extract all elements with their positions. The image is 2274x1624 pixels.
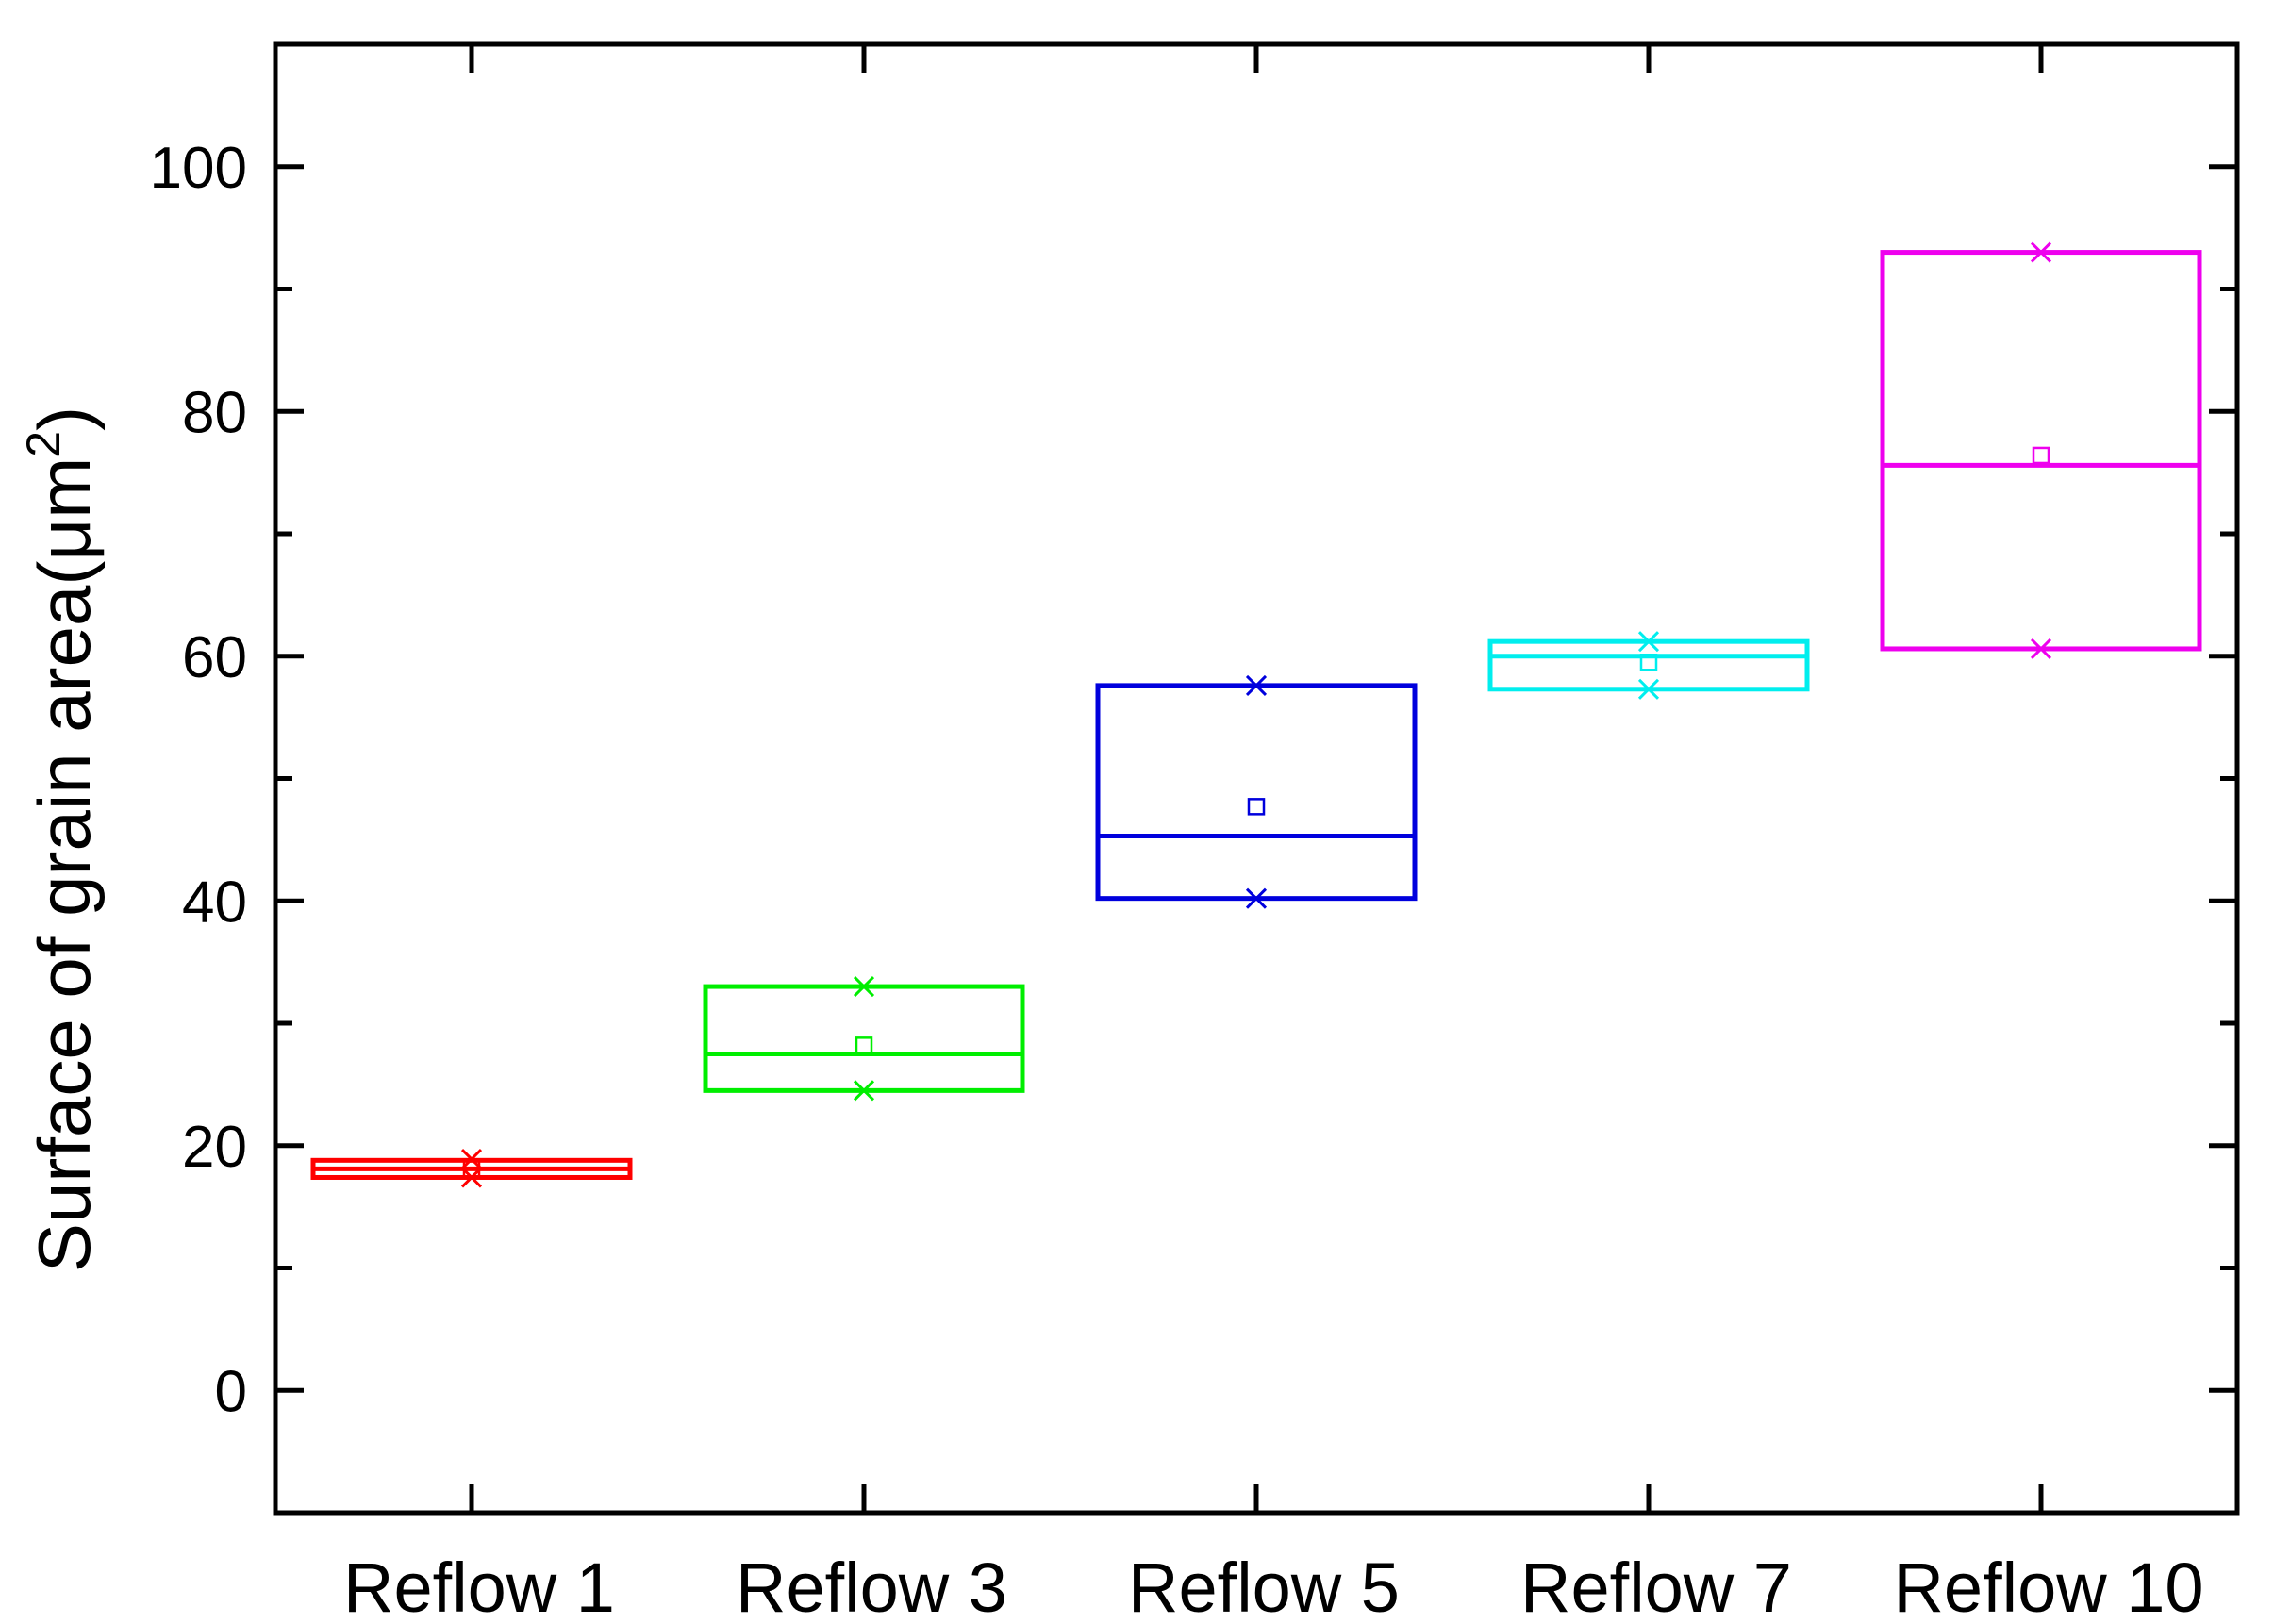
y-tick-label: 40 bbox=[182, 870, 247, 935]
min-marker bbox=[1637, 678, 1660, 700]
y-tick-label: 0 bbox=[215, 1359, 247, 1424]
x-tick-label: Reflow 3 bbox=[736, 1549, 1007, 1624]
y-axis-title: Surface of grain area(μm2) bbox=[17, 406, 106, 1272]
y-axis-title-close: ) bbox=[23, 406, 106, 431]
min-marker bbox=[1245, 887, 1268, 909]
y-axis-title-text: Surface of grain area( bbox=[23, 561, 106, 1272]
x-tick-label: Reflow 10 bbox=[1893, 1549, 2203, 1624]
y-tick-label: 60 bbox=[182, 625, 247, 690]
box-reflow-10 bbox=[1880, 250, 2202, 652]
box-reflow-5 bbox=[1095, 683, 1418, 902]
y-tick-label: 20 bbox=[182, 1115, 247, 1180]
x-tick-label: Reflow 1 bbox=[343, 1549, 615, 1624]
plot-area: 0 20 40 60 80 100 Reflow 1 Reflow 3 Reflow 5 Refl… bbox=[150, 41, 2240, 1624]
max-marker bbox=[1245, 674, 1268, 696]
min-marker bbox=[853, 1080, 875, 1102]
y-tick-label: 100 bbox=[150, 136, 247, 201]
x-tick-label: Reflow 7 bbox=[1520, 1549, 1792, 1624]
mean-marker bbox=[1247, 798, 1266, 816]
max-marker bbox=[853, 976, 875, 998]
y-axis-title-unit: μm bbox=[23, 457, 106, 561]
max-marker bbox=[2030, 241, 2052, 263]
min-marker bbox=[2030, 638, 2052, 660]
min-marker bbox=[460, 1167, 483, 1188]
box-reflow-7 bbox=[1487, 638, 1810, 692]
max-marker bbox=[1637, 631, 1660, 653]
mean-marker bbox=[855, 1036, 873, 1054]
plot-frame bbox=[273, 41, 2240, 1516]
x-tick-label: Reflow 5 bbox=[1128, 1549, 1400, 1624]
y-axis-title-superscript: 2 bbox=[17, 431, 70, 457]
y-tick-label: 80 bbox=[182, 380, 247, 445]
mean-marker bbox=[2032, 446, 2050, 465]
mean-marker bbox=[1639, 653, 1658, 671]
max-marker bbox=[460, 1148, 483, 1170]
